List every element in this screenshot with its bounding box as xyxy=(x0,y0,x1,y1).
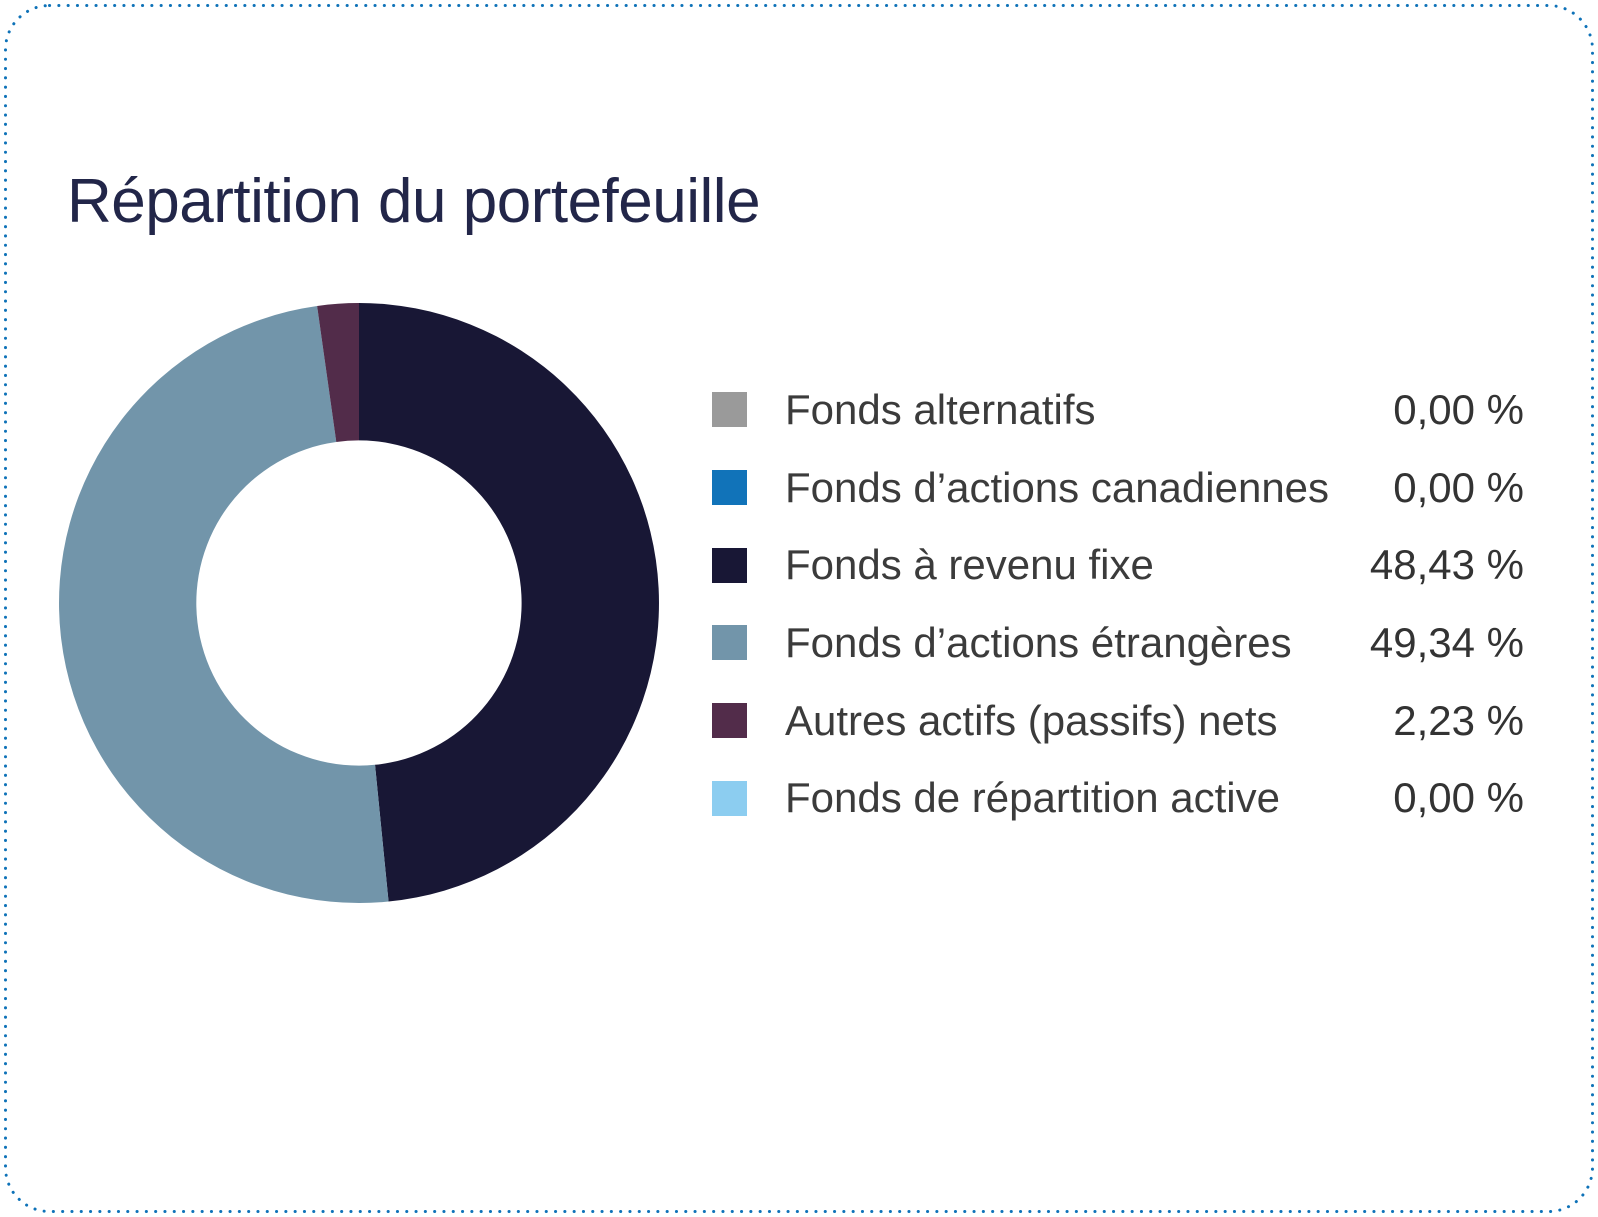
legend-item: Fonds d’actions canadiennes 0,00 % xyxy=(712,449,1524,527)
chart-legend: Fonds alternatifs 0,00 % Fonds d’actions… xyxy=(712,371,1524,837)
donut-slice xyxy=(59,305,389,903)
legend-label: Fonds d’actions canadiennes xyxy=(785,463,1330,511)
legend-label: Fonds de répartition active xyxy=(785,774,1280,822)
legend-value: 2,23 % xyxy=(1393,696,1524,744)
legend-label: Fonds d’actions étrangères xyxy=(785,618,1292,666)
legend-value: 48,43 % xyxy=(1369,541,1524,589)
legend-value: 0,00 % xyxy=(1393,385,1524,433)
legend-label: Autres actifs (passifs) nets xyxy=(785,696,1278,744)
donut-slice xyxy=(359,303,659,902)
legend-item: Fonds de répartition active 0,00 % xyxy=(712,759,1524,837)
legend-item: Autres actifs (passifs) nets 2,23 % xyxy=(712,682,1524,760)
legend-label: Fonds à revenu fixe xyxy=(785,541,1154,589)
donut-chart xyxy=(59,303,659,903)
legend-swatch xyxy=(712,470,747,506)
legend-item: Fonds à revenu fixe 48,43 % xyxy=(712,526,1524,604)
legend-swatch xyxy=(712,780,747,816)
legend-swatch xyxy=(712,392,747,428)
legend-value: 49,34 % xyxy=(1369,618,1524,666)
legend-label: Fonds alternatifs xyxy=(785,385,1096,433)
legend-value: 0,00 % xyxy=(1393,774,1524,822)
legend-item: Fonds alternatifs 0,00 % xyxy=(712,371,1524,449)
legend-swatch xyxy=(712,703,747,739)
page-title: Répartition du portefeuille xyxy=(67,166,761,236)
legend-value: 0,00 % xyxy=(1393,463,1524,511)
legend-item: Fonds d’actions étrangères 49,34 % xyxy=(712,604,1524,682)
legend-swatch xyxy=(712,547,747,583)
legend-swatch xyxy=(712,625,747,661)
donut-slice xyxy=(317,303,359,442)
